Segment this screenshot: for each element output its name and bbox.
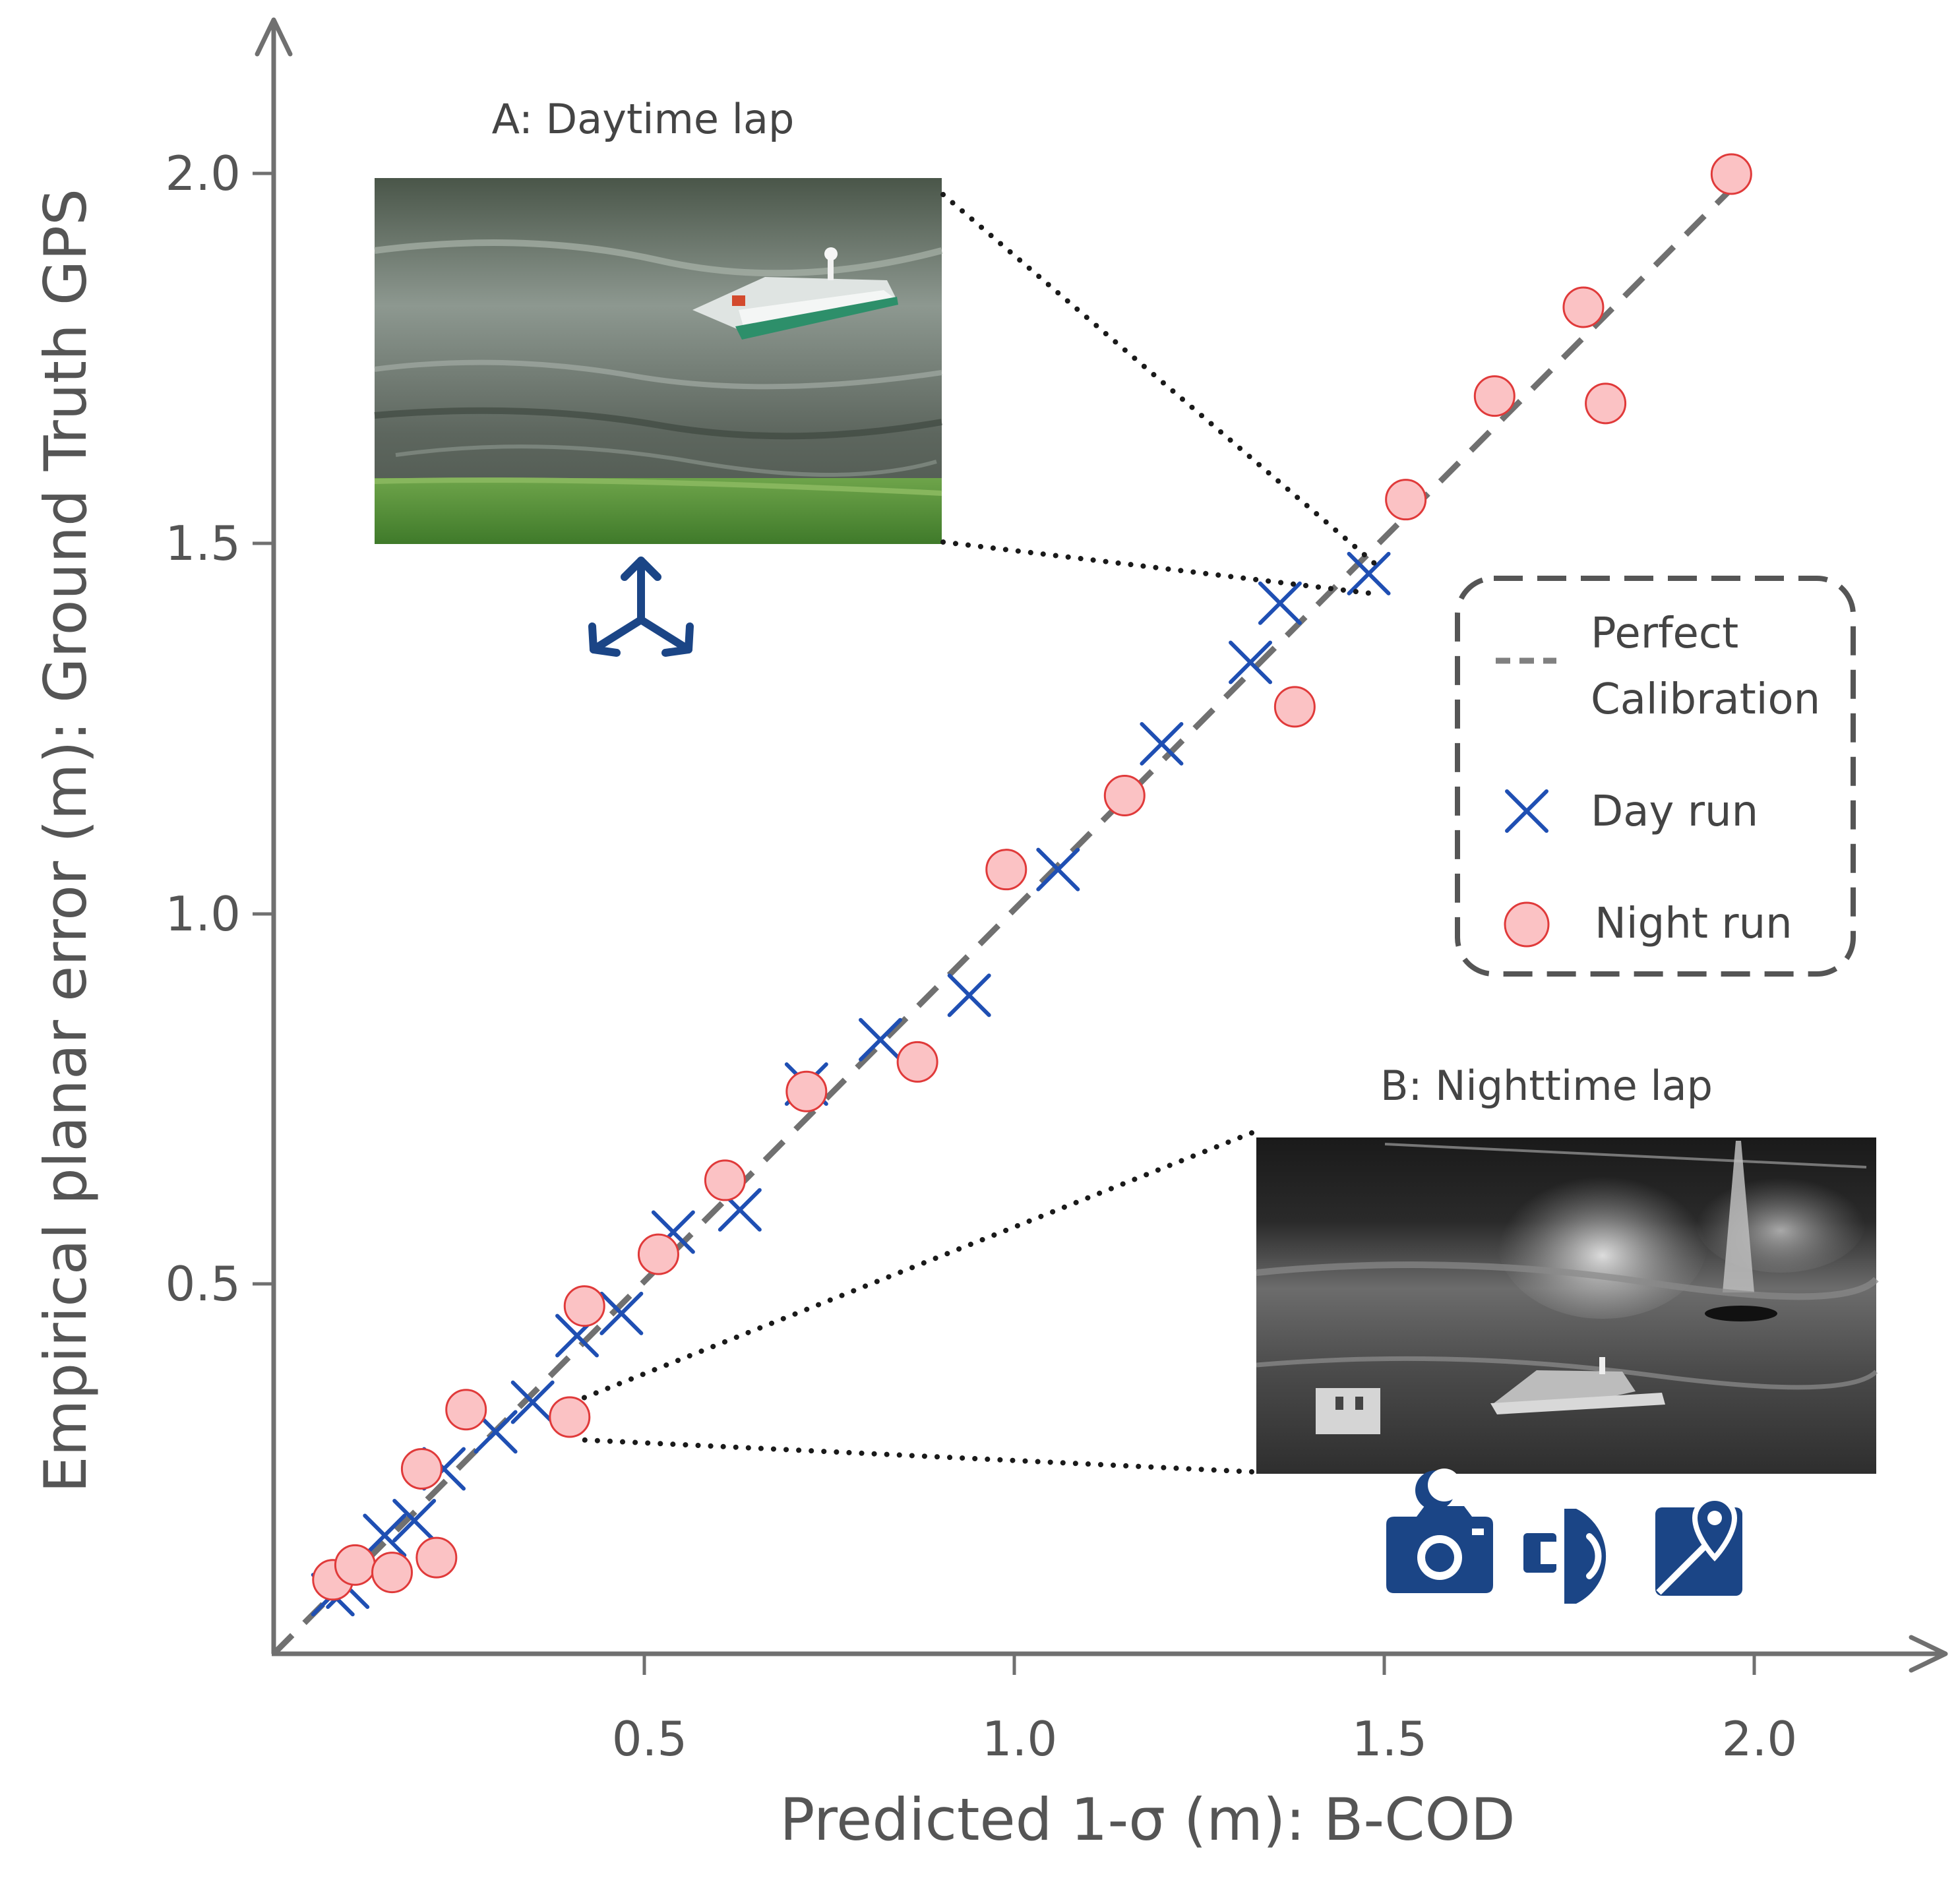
night-run-point [445,1389,487,1431]
y-axis-arrowhead [255,17,293,57]
x-tick-label: 2.0 [1722,1711,1798,1767]
3d-axes-icon [588,557,694,657]
x-axis-arrowhead [1909,1635,1948,1673]
daytime-inset: A: Daytime lap [374,95,1378,657]
nighttime-inset-title: B: Nighttime lap [1380,1062,1713,1110]
x-tick-label: 0.5 [612,1711,688,1767]
day-run-point [599,1291,644,1335]
legend: Perfect Calibration Day run Night run [1455,576,1856,977]
day-run-point [1140,721,1184,766]
perfect-calibration-line [271,187,1734,1656]
night-run-point [415,1536,458,1579]
y-tick-label: 0.5 [165,1256,241,1312]
gps-map-icon [1655,1495,1742,1596]
legend-label-perfect-line1: Perfect [1591,609,1738,658]
night-run-point [1562,286,1605,328]
sonar-icon [1523,1509,1618,1604]
day-run-point [859,1017,903,1062]
legend-label-day: Day run [1591,787,1758,836]
night-run-point [1385,479,1427,521]
x-tick-label: 1.5 [1352,1711,1428,1767]
night-run-point [1103,774,1146,816]
day-run-point [947,973,991,1017]
night-camera-icon [1386,1469,1493,1593]
day-run-point [1347,551,1391,595]
y-ticks: 0.5 1.0 1.5 2.0 [165,146,274,1312]
night-run-point [785,1070,828,1112]
night-run-point [1710,153,1752,195]
nighttime-inset: B: Nighttime lap [571,1062,1879,1604]
day-run-point [510,1380,555,1424]
night-run-point [1585,382,1627,425]
legend-box [1455,576,1856,977]
legend-day-marker [1505,789,1548,833]
x-ticks: 0.5 1.0 1.5 2.0 [612,1654,1798,1767]
y-tick-label: 1.0 [165,886,241,942]
daytime-inset-title: A: Daytime lap [492,95,795,143]
night-run-point [1473,375,1516,417]
nighttime-photo [1256,1137,1879,1474]
night-run-point [563,1285,605,1327]
day-run-point [392,1499,437,1543]
x-tick-label: 1.0 [982,1711,1058,1767]
night-run-point [371,1552,413,1594]
y-axis-title: Empirical planar error (m): Ground Truth… [32,189,100,1493]
nighttime-leader-line [572,1130,1254,1404]
night-run-point [400,1448,443,1490]
day-run-point [363,1513,407,1558]
legend-label-perfect-line2: Calibration [1591,675,1820,724]
night-run-point [637,1233,679,1275]
day-run-point [1258,581,1302,625]
day-run-point [1229,640,1273,684]
x-axis-title: Predicted 1-σ (m): B-COD [780,1786,1515,1854]
daytime-photo [374,178,943,544]
night-run-series [312,153,1752,1601]
night-run-point [1273,686,1316,728]
axes [255,17,1948,1673]
nighttime-leader-line [571,1437,1254,1474]
y-tick-label: 1.5 [165,516,241,571]
day-run-point [1036,847,1080,892]
night-run-point [704,1159,746,1201]
legend-label-night: Night run [1595,899,1792,948]
y-tick-label: 2.0 [165,146,241,201]
daytime-leader-line [940,192,1378,566]
night-run-point [896,1041,938,1083]
daytime-leader-line [940,539,1374,596]
night-run-point [549,1396,591,1438]
legend-night-marker [1504,901,1550,948]
night-run-point [985,849,1027,891]
night-run-point [334,1544,376,1586]
